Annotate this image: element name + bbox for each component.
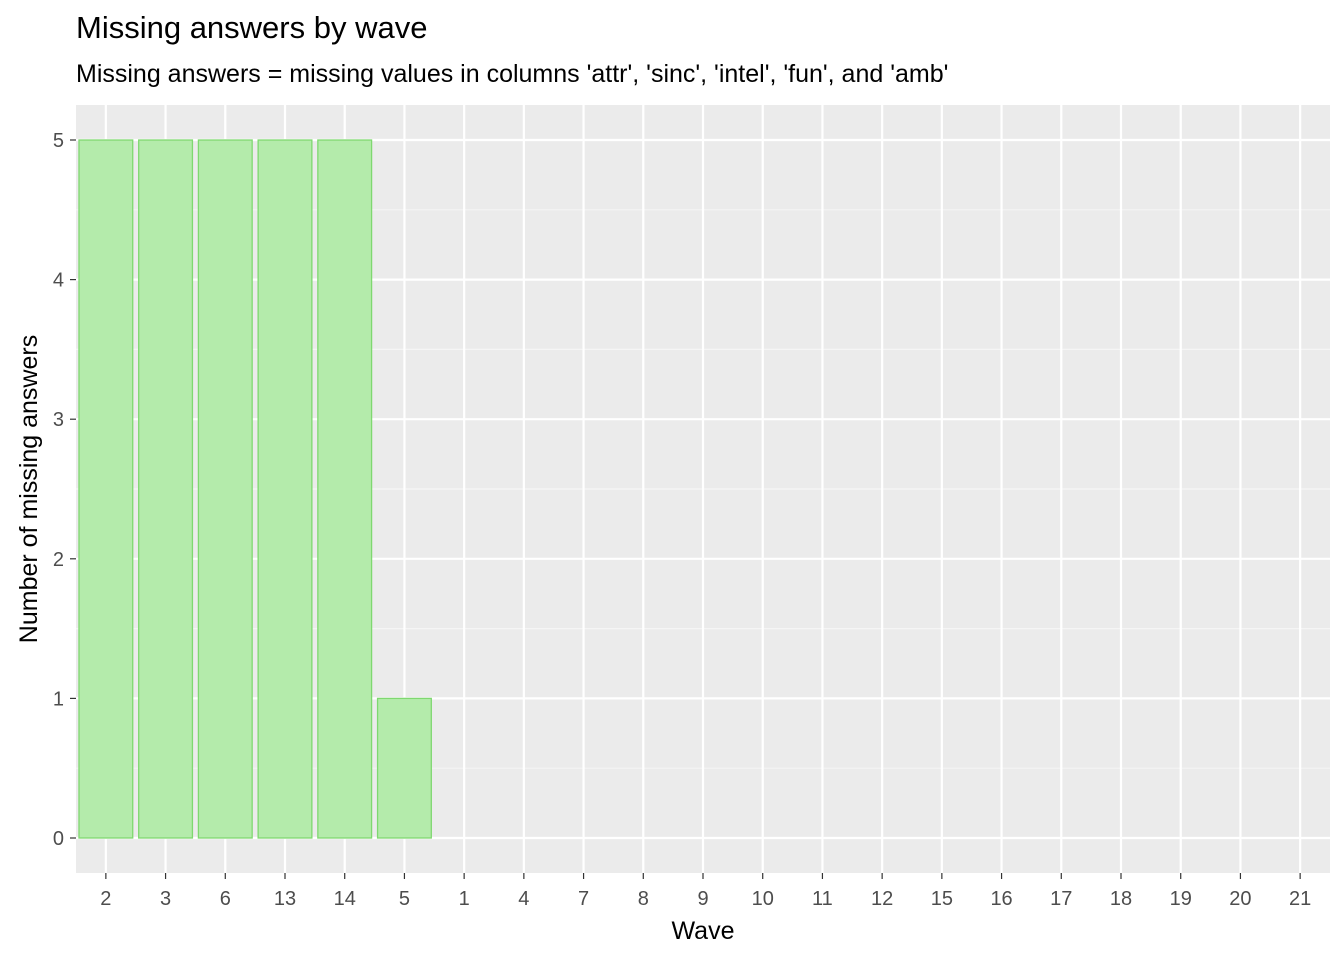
x-axis-title: Wave [672, 917, 735, 945]
x-tick-label: 7 [578, 888, 589, 910]
x-tick-label: 18 [1110, 888, 1132, 910]
x-tick-label: 2 [100, 888, 111, 910]
x-tick-label: 16 [990, 888, 1012, 910]
x-tick-label: 3 [160, 888, 171, 910]
x-tick-label: 4 [518, 888, 529, 910]
x-tick-label: 12 [871, 888, 893, 910]
y-axis: 0 1 2 3 4 5 [53, 130, 76, 850]
bar-wave-5 [376, 697, 432, 839]
bar-wave-13 [257, 139, 313, 839]
y-tick-label: 5 [53, 130, 64, 152]
y-axis-title: Number of missing answers [15, 335, 43, 643]
x-tick-label: 13 [274, 888, 296, 910]
chart-subtitle: Missing answers = missing values in colu… [76, 60, 949, 88]
x-tick-label: 5 [399, 888, 410, 910]
y-tick-label: 3 [53, 409, 64, 431]
bar-wave-3 [138, 139, 194, 839]
x-tick-label: 8 [638, 888, 649, 910]
x-tick-label: 15 [931, 888, 953, 910]
x-tick-label: 1 [459, 888, 470, 910]
x-tick-label: 10 [752, 888, 774, 910]
y-tick-label: 1 [53, 688, 64, 710]
bar-wave-2 [78, 139, 134, 839]
bar-wave-6 [197, 139, 253, 839]
y-tick-label: 4 [53, 270, 64, 292]
x-axis: 2 3 6 13 14 5 1 4 7 8 9 10 11 12 15 16 17 18 19 20 21 [100, 873, 1311, 910]
y-tick-label: 0 [53, 828, 64, 850]
x-tick-label: 20 [1229, 888, 1251, 910]
y-tick-label: 2 [53, 549, 64, 571]
x-tick-label: 17 [1050, 888, 1072, 910]
x-tick-label: 21 [1289, 888, 1311, 910]
x-tick-label: 19 [1170, 888, 1192, 910]
bar-wave-14 [317, 139, 373, 839]
x-tick-label: 6 [220, 888, 231, 910]
x-tick-label: 14 [334, 888, 356, 910]
bars [78, 139, 432, 839]
x-tick-label: 9 [697, 888, 708, 910]
x-tick-label: 11 [812, 888, 833, 910]
chart-title: Missing answers by wave [76, 10, 428, 45]
